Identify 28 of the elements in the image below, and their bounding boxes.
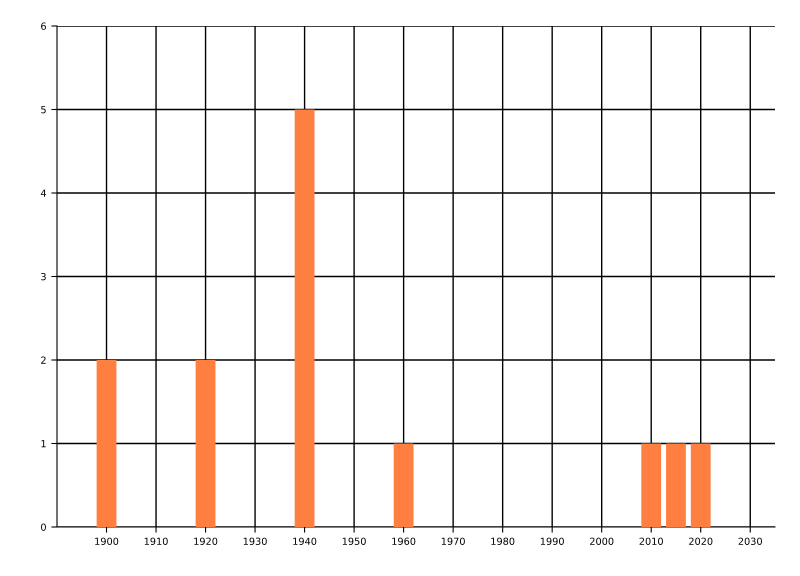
x-tick-label: 2000: [590, 538, 614, 545]
bar: [690, 444, 711, 527]
x-tick-label: 1970: [442, 538, 465, 545]
y-tick-label: 4: [40, 190, 46, 197]
x-tick-label: 1960: [392, 538, 416, 545]
x-tick-label: 1910: [144, 538, 168, 545]
x-tick-label: 1990: [540, 538, 564, 545]
x-tick-label: 2010: [640, 538, 663, 545]
y-tick-label: 6: [41, 22, 46, 30]
x-tick-label: 1920: [194, 538, 218, 545]
x-tick-label: 1930: [244, 538, 267, 545]
x-tick-label: 1950: [342, 538, 366, 545]
bar: [641, 444, 662, 527]
x-tick-label: 1980: [491, 538, 514, 545]
bar: [666, 444, 686, 527]
x-tick-label: 2020: [689, 538, 712, 545]
bar: [294, 110, 314, 527]
x-tick-label: 2030: [738, 538, 762, 545]
bar: [96, 360, 116, 527]
x-tick-label: 1900: [95, 538, 118, 545]
y-tick-label: 5: [41, 106, 46, 114]
y-tick-label: 1: [41, 440, 46, 448]
y-tick-label: 2: [41, 356, 46, 364]
y-tick-label: 3: [41, 272, 46, 280]
x-tick-label: 1940: [293, 538, 316, 545]
bar: [394, 444, 414, 527]
bar: [196, 360, 216, 527]
y-tick-label: 0: [41, 523, 46, 531]
